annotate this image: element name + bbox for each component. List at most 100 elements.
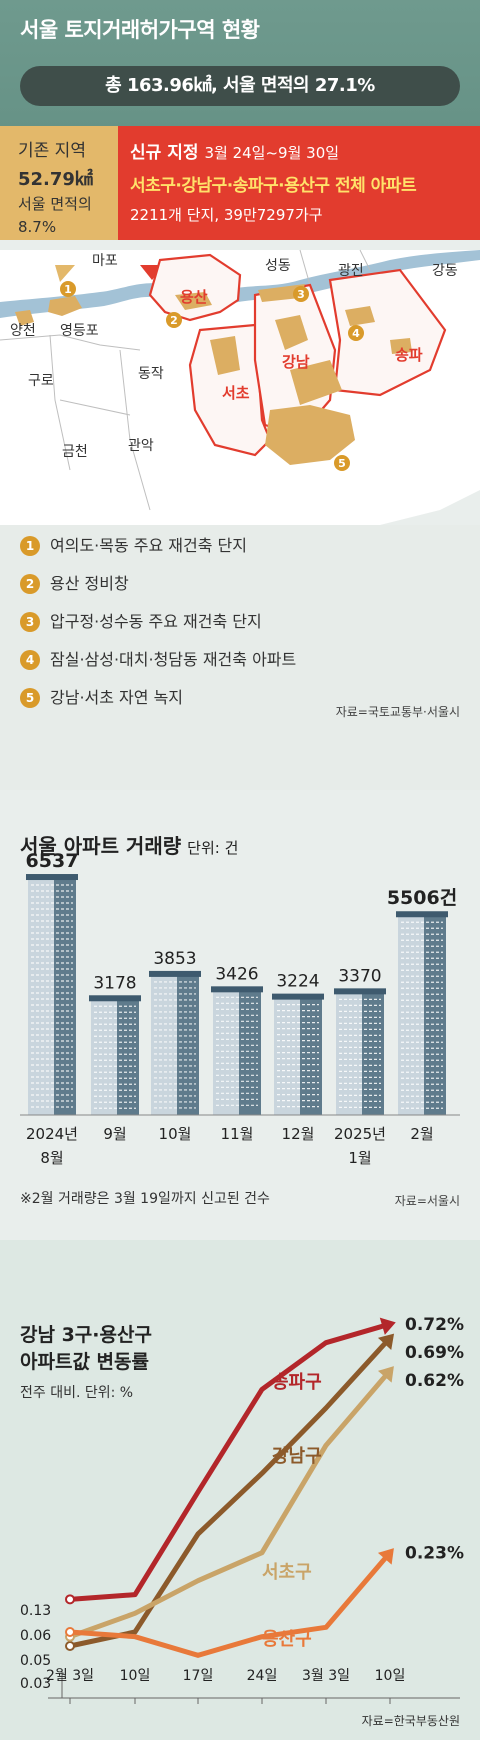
bar-value-label: 3370 (338, 966, 381, 986)
map-title: 서울 토지거래허가구역 현황 (20, 18, 260, 42)
bar-roof (334, 988, 386, 995)
highlight-label-0: 용산 (180, 288, 208, 306)
highlight-labels: 용산 강남 서초 송파 (180, 288, 423, 402)
district-label-5: 영등포 (60, 323, 99, 339)
series-end-label-2: 0.62% (405, 1371, 464, 1391)
y-tick-label: 0.06 (20, 1628, 51, 1644)
bar-roof (89, 995, 141, 1002)
bar-value-label: 3224 (276, 972, 319, 992)
district-label-9: 관악 (128, 438, 154, 454)
songpa-outline (328, 268, 447, 397)
price-title-line2: 아파트값 변동률 (20, 1351, 149, 1373)
x-tick-label: 24일 (247, 1668, 278, 1684)
series-arrow-3 (377, 1548, 394, 1565)
series-arrow-2 (377, 1366, 394, 1383)
legend-label: 강남·서초 자연 녹지 (50, 688, 184, 707)
series-line-0 (67, 1321, 393, 1602)
existing-ratio-label: 서울 면적의 (18, 195, 92, 213)
bar-roof (26, 874, 78, 881)
bar-building-shade (300, 998, 322, 1115)
legend-label: 여의도·목동 주요 재건축 단지 (50, 536, 247, 555)
highlight-label-1: 강남 (282, 353, 310, 371)
legend-item: 4 잠실·삼성·대치·청담동 재건축 아파트 (20, 649, 296, 687)
map-marker-5 (334, 455, 350, 471)
series-line-2 (67, 1368, 393, 1640)
series-name-label-3: 용산구 (262, 1629, 312, 1650)
volume-title-text: 서울 아파트 거래량 (20, 834, 182, 858)
han-river (0, 250, 480, 318)
bar-0 (26, 874, 78, 1115)
series-name-label-0: 송파구 (272, 1372, 322, 1393)
legend-num: 2 (20, 574, 40, 594)
legend-item: 5 강남·서초 자연 녹지 (20, 687, 296, 725)
price-title-line1: 강남 3구·용산구 (20, 1324, 152, 1346)
seoul-map: 마포 성동 광진 강동 양천 영등포 구로 동작 금천 관악 용산 강남 서초 … (0, 240, 480, 525)
existing-pointer (55, 265, 75, 282)
series-name-label-1: 강남구 (272, 1446, 322, 1467)
legend-num: 1 (20, 536, 40, 556)
price-section: 강남 3구·용산구 아파트값 변동률 전주 대비. 단위: % 2월 3일 10일… (0, 1240, 480, 1740)
highlight-label-3: 송파 (395, 346, 423, 364)
x-tick-label: 10일 (375, 1668, 406, 1684)
district-label-7: 동작 (138, 366, 164, 382)
bar-roof (396, 911, 448, 918)
series-end-label-0: 0.72% (405, 1315, 464, 1335)
district-label-8: 금천 (62, 444, 88, 460)
bar-value-label: 3178 (93, 973, 136, 993)
svg-text:2: 2 (170, 314, 178, 327)
legend-num: 4 (20, 650, 40, 670)
bar-value-label: 3853 (153, 949, 196, 969)
bar-category-label: 1월 (348, 1149, 371, 1167)
highlight-label-2: 서초 (222, 384, 250, 402)
series-line-1 (67, 1335, 393, 1649)
map-marker-2 (166, 312, 182, 328)
svg-text:4: 4 (352, 327, 360, 340)
district-labels: 마포 성동 광진 강동 양천 영등포 구로 동작 금천 관악 (10, 253, 458, 460)
bar-category-label: 12월 (282, 1125, 315, 1143)
series-name-label-2: 서초구 (262, 1562, 312, 1583)
volume-title: 서울 아파트 거래량 단위: 건 (20, 830, 238, 859)
series-line-3 (67, 1550, 393, 1658)
district-boundaries (0, 249, 371, 511)
series-start-point-0 (65, 1594, 75, 1605)
price-chart: 2월 3일 10일 17일 24일 3월 3일 10일 0.13 0.06 0.05 0.03 0.… (20, 1315, 464, 1704)
total-area-pill: 총 163.96㎢, 서울 면적의 27.1% (20, 66, 460, 106)
legend-label: 압구정·성수동 주요 재건축 단지 (50, 612, 262, 631)
green-zone-area (265, 405, 355, 465)
bar-building-shade (362, 993, 384, 1115)
price-title: 강남 3구·용산구 아파트값 변동률 (20, 1322, 152, 1376)
bar-5 (334, 988, 386, 1115)
x-tick-label: 10일 (120, 1668, 151, 1684)
map-legend: 1 여의도·목동 주요 재건축 단지 2 용산 정비창 3 압구정·성수동 주요 재건… (20, 535, 296, 725)
bar-roof (149, 970, 201, 977)
bar-category-label: 2025년 (334, 1125, 386, 1143)
district-label-3: 강동 (432, 263, 458, 279)
legend-num: 5 (20, 688, 40, 708)
new-zone-period: 3월 24일~9월 30일 (204, 144, 340, 162)
volume-chart: 6537 2024년 8월 3178 9월 3853 10월 3426 11월 3224 12월 33… (20, 850, 460, 1167)
bar-4 (272, 993, 324, 1115)
bar-category-label: 9월 (103, 1125, 126, 1143)
bar-value-label: 6537 (26, 850, 79, 872)
new-zone-label: 신규 지정 (130, 143, 199, 163)
map-marker-1 (60, 281, 76, 297)
x-tick-label: 2월 3일 (46, 1668, 94, 1684)
existing-area: 52.79㎢ (18, 169, 93, 190)
bar-value-label: 3426 (215, 964, 258, 984)
volume-section: 서울 아파트 거래량 단위: 건 6537 2024년 8월 3178 9월 3853 10월… (0, 790, 480, 1240)
existing-label: 기존 지역 (18, 141, 86, 161)
bar-3 (211, 986, 263, 1115)
svg-text:3: 3 (297, 288, 305, 301)
legend-item: 3 압구정·성수동 주요 재건축 단지 (20, 611, 296, 649)
bar-building-shade (117, 1000, 139, 1115)
yongsan-outline (148, 253, 242, 322)
bar-2 (149, 970, 201, 1115)
y-tick-label: 0.13 (20, 1603, 51, 1619)
bar-1 (89, 995, 141, 1115)
district-label-1: 성동 (265, 258, 291, 274)
bar-building-shade (54, 879, 76, 1115)
bar-6 (396, 911, 448, 1115)
map-section: 서울 토지거래허가구역 현황 총 163.96㎢, 서울 면적의 27.1% 기… (0, 0, 480, 790)
volume-source: 자료=서울시 (394, 1194, 460, 1208)
